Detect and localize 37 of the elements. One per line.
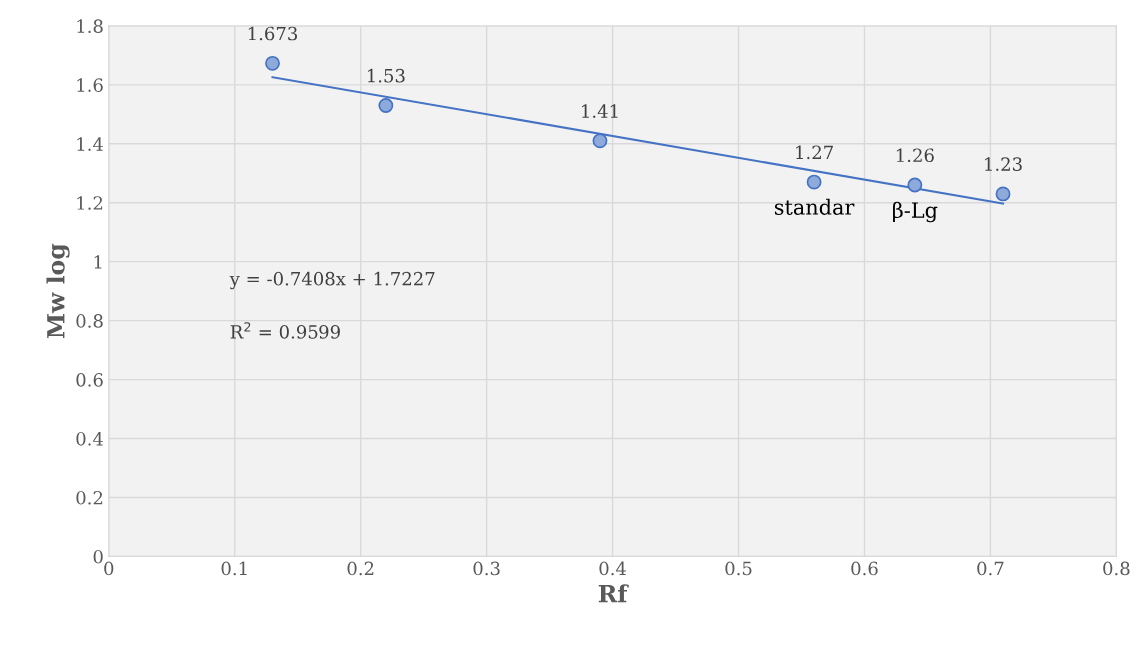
- annotation: standar: [774, 198, 855, 215]
- x-tick-label: 0.7: [977, 561, 1004, 576]
- y-tick-label: 1.6: [77, 78, 103, 92]
- y-tick-label: 1.4: [77, 137, 104, 151]
- y-tick-label: 0.8: [76, 314, 103, 328]
- point: [806, 174, 822, 190]
- y-tick-label: 0.2: [76, 490, 103, 505]
- y-tick-label: 0: [93, 549, 103, 564]
- x-tick-label: 0.4: [599, 561, 627, 576]
- point: [995, 186, 1011, 202]
- data-label: 1.53: [367, 68, 405, 83]
- x-tick-label: 0.8: [1103, 561, 1130, 576]
- x-tick-label: 0.2: [347, 561, 374, 576]
- x-tick-label: 0: [104, 561, 114, 576]
- point: [592, 133, 608, 149]
- data-label: 1.26: [896, 148, 934, 163]
- x-tick-label: 0.6: [851, 561, 878, 576]
- x-tick-label: 0.5: [725, 561, 752, 576]
- y-tick-label: 1.8: [77, 19, 103, 33]
- x-axis-title: Rf: [598, 584, 629, 603]
- data-label: 1.41: [582, 104, 618, 118]
- data-label: 1.673: [248, 26, 298, 41]
- y-axis-title: Mw log: [46, 243, 70, 339]
- y-tick-label: 1.2: [77, 196, 103, 210]
- point: [907, 177, 923, 193]
- y-tick-label: 0.4: [76, 431, 104, 446]
- annotation: β-Lg: [893, 201, 938, 223]
- point: [378, 98, 394, 113]
- point: [265, 55, 280, 71]
- data-label: 1.27: [796, 145, 833, 160]
- x-tick-label: 0.1: [221, 561, 247, 576]
- x-tick-label: 0.3: [473, 561, 500, 576]
- data-label: 1.23: [985, 157, 1022, 171]
- annotation: R$^{2}$ = 0.9599: [230, 322, 340, 339]
- y-tick-label: 0.6: [76, 373, 103, 387]
- y-tick-label: 1: [94, 255, 102, 269]
- annotation: y = -0.7408x + 1.7227: [229, 271, 435, 290]
